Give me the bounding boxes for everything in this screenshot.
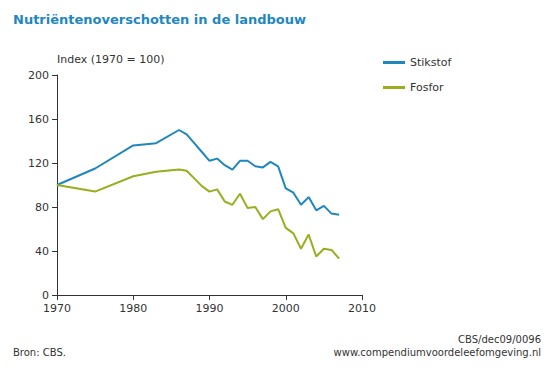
svg-text:www.compendiumvoordeleefomgevi: www.compendiumvoordeleefomgeving.nl bbox=[334, 347, 541, 358]
svg-text:200: 200 bbox=[28, 69, 49, 82]
svg-text:1970: 1970 bbox=[43, 302, 71, 315]
svg-text:40: 40 bbox=[35, 245, 49, 258]
svg-text:Bron: CBS.: Bron: CBS. bbox=[13, 347, 66, 358]
svg-text:Nutriëntenoverschotten in de l: Nutriëntenoverschotten in de landbouw bbox=[13, 12, 306, 27]
svg-text:1990: 1990 bbox=[196, 302, 224, 315]
svg-text:Index (1970 = 100): Index (1970 = 100) bbox=[57, 53, 165, 66]
svg-text:Fosfor: Fosfor bbox=[410, 81, 444, 94]
svg-text:120: 120 bbox=[28, 157, 49, 170]
svg-text:160: 160 bbox=[28, 113, 49, 126]
svg-text:CBS/dec09/0096: CBS/dec09/0096 bbox=[458, 334, 541, 345]
svg-text:80: 80 bbox=[35, 201, 49, 214]
svg-text:2010: 2010 bbox=[348, 302, 376, 315]
svg-text:1980: 1980 bbox=[119, 302, 147, 315]
svg-text:0: 0 bbox=[42, 289, 49, 302]
svg-text:Stikstof: Stikstof bbox=[410, 56, 452, 69]
svg-text:2000: 2000 bbox=[272, 302, 300, 315]
